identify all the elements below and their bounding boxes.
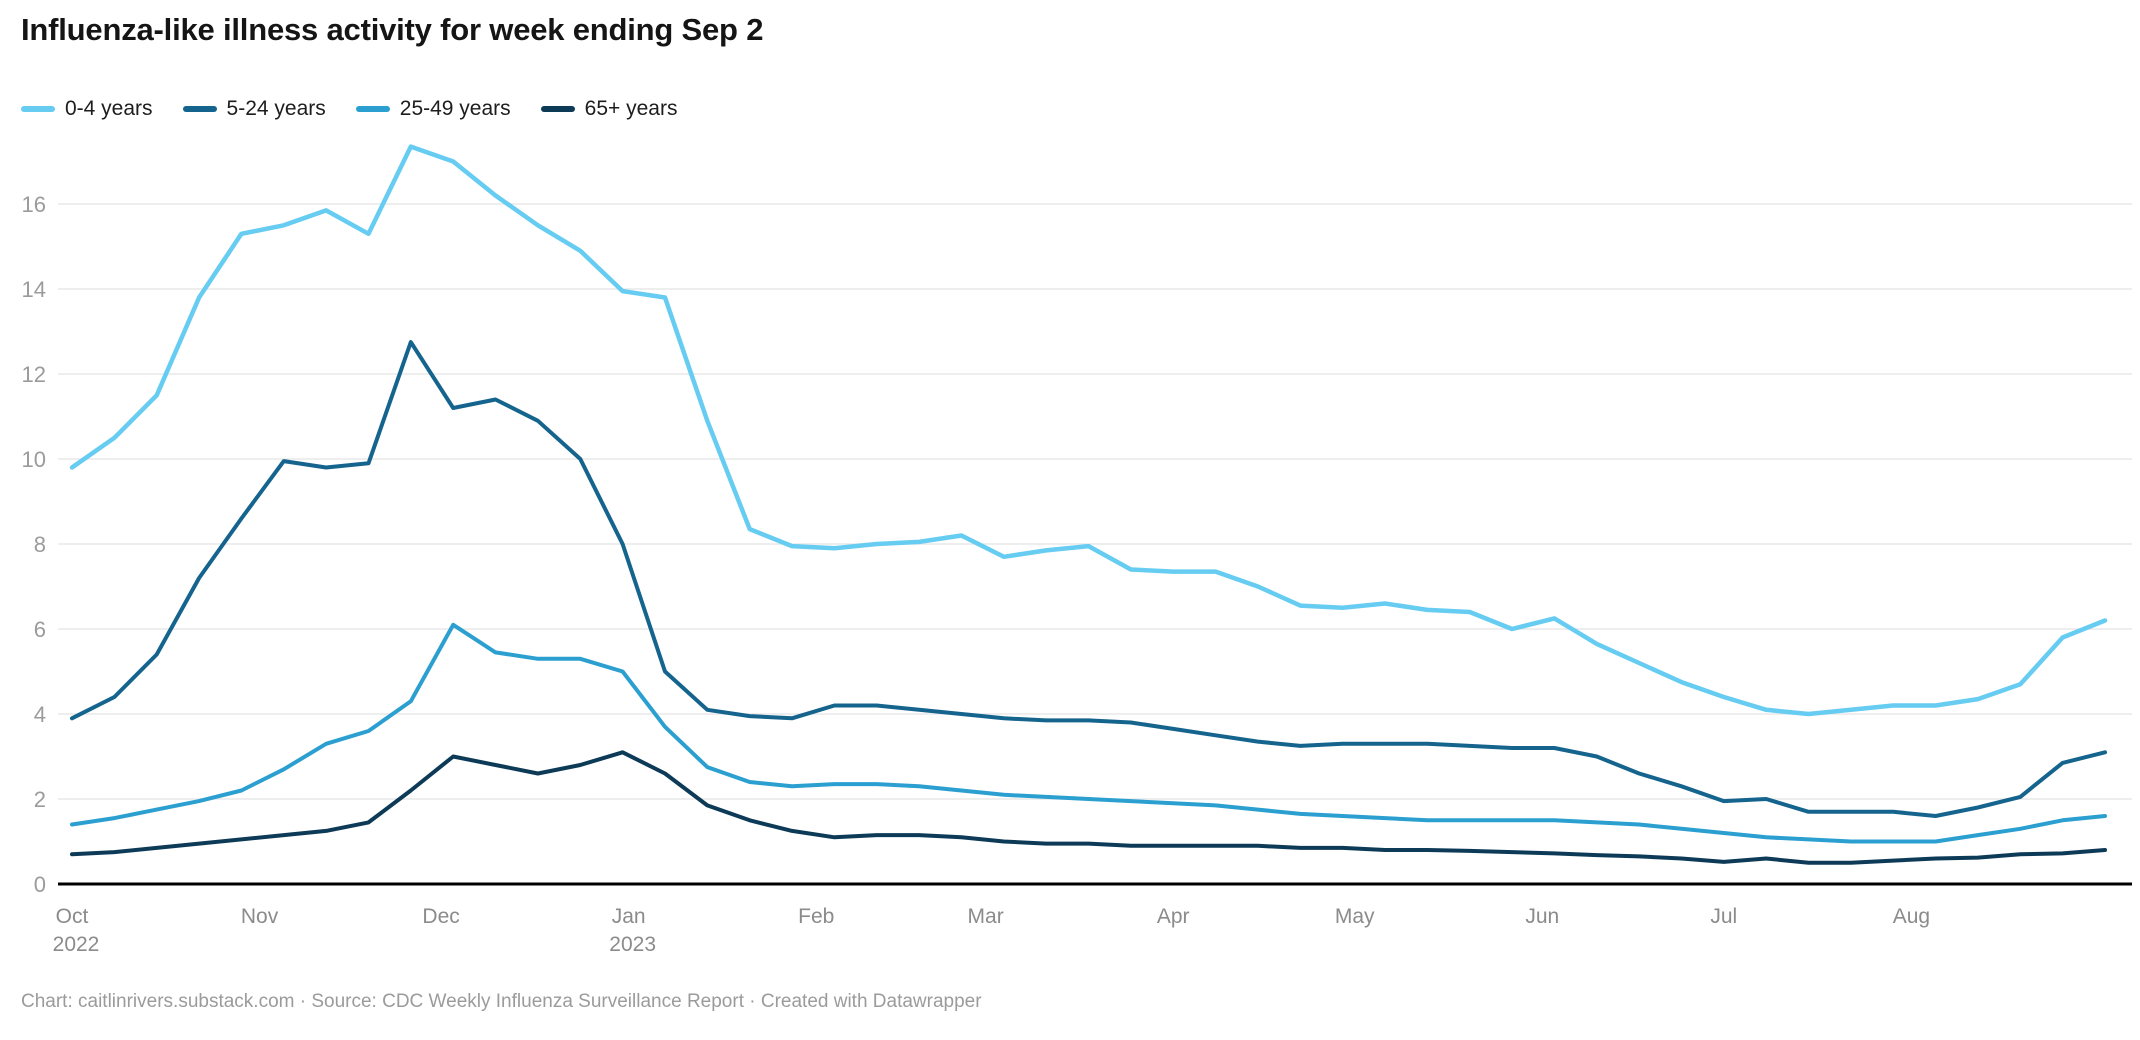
x-axis-month-label: Jan [612,905,646,928]
y-axis-tick-label: 16 [22,192,46,217]
legend-label: 65+ years [584,97,678,120]
chart-title: Influenza-like illness activity for week… [21,12,764,47]
line-series-65-years [70,750,2107,865]
legend-item-0-4-years: 0-4 years [21,97,153,121]
chart-footer: Chart: caitlinrivers.substack.com · Sour… [21,991,982,1012]
x-axis-month-label: Feb [798,905,834,928]
legend-swatch-icon [21,106,55,112]
chart-legend: 0-4 years 5-24 years 25-49 years 65+ years [21,97,677,121]
x-axis-month-label: Apr [1157,905,1190,928]
x-axis-month-label: May [1335,905,1375,928]
y-axis-tick-label: 4 [34,702,46,727]
x-axis-month-label: Dec [422,905,459,928]
line-series-0-4-years [69,144,2108,717]
y-axis-tick-label: 2 [34,787,46,812]
legend-label: 25-49 years [399,97,511,120]
legend-label: 5-24 years [226,97,326,120]
x-axis-month-label: Jun [1525,905,1559,928]
x-axis-year-label: 2022 [53,933,100,956]
plot-area: 0 2 4 6 8 10 12 14 16 Oct 2022 Nov Dec Jan 2023 Feb Mar A… [22,144,2132,956]
legend-item-25-49-years: 25-49 years [355,97,511,121]
legend-item-65-years: 65+ years [540,97,678,121]
legend-label: 0-4 years [65,97,153,120]
line-series-5-24-years [70,340,2107,818]
x-axis-month-label: Mar [968,905,1004,928]
legend-swatch-icon [182,106,217,112]
legend-item-5-24-years: 5-24 years [182,97,326,121]
x-axis-month-label: Oct [56,905,89,928]
x-axis-month-label: Nov [241,905,279,928]
x-axis-month-label: Jul [1710,905,1737,928]
legend-swatch-icon [355,106,390,112]
y-axis-tick-label: 0 [34,872,46,897]
x-axis-month-label: Aug [1893,905,1930,928]
y-axis-tick-label: 12 [22,362,46,387]
legend-swatch-icon [540,106,575,112]
y-axis-tick-label: 6 [34,617,46,642]
y-axis-tick-label: 10 [22,447,46,472]
y-axis-tick-label: 14 [22,277,46,302]
x-axis-year-label: 2023 [609,933,656,956]
y-axis-tick-label: 8 [34,532,46,557]
line-series-25-49-years [70,622,2107,844]
